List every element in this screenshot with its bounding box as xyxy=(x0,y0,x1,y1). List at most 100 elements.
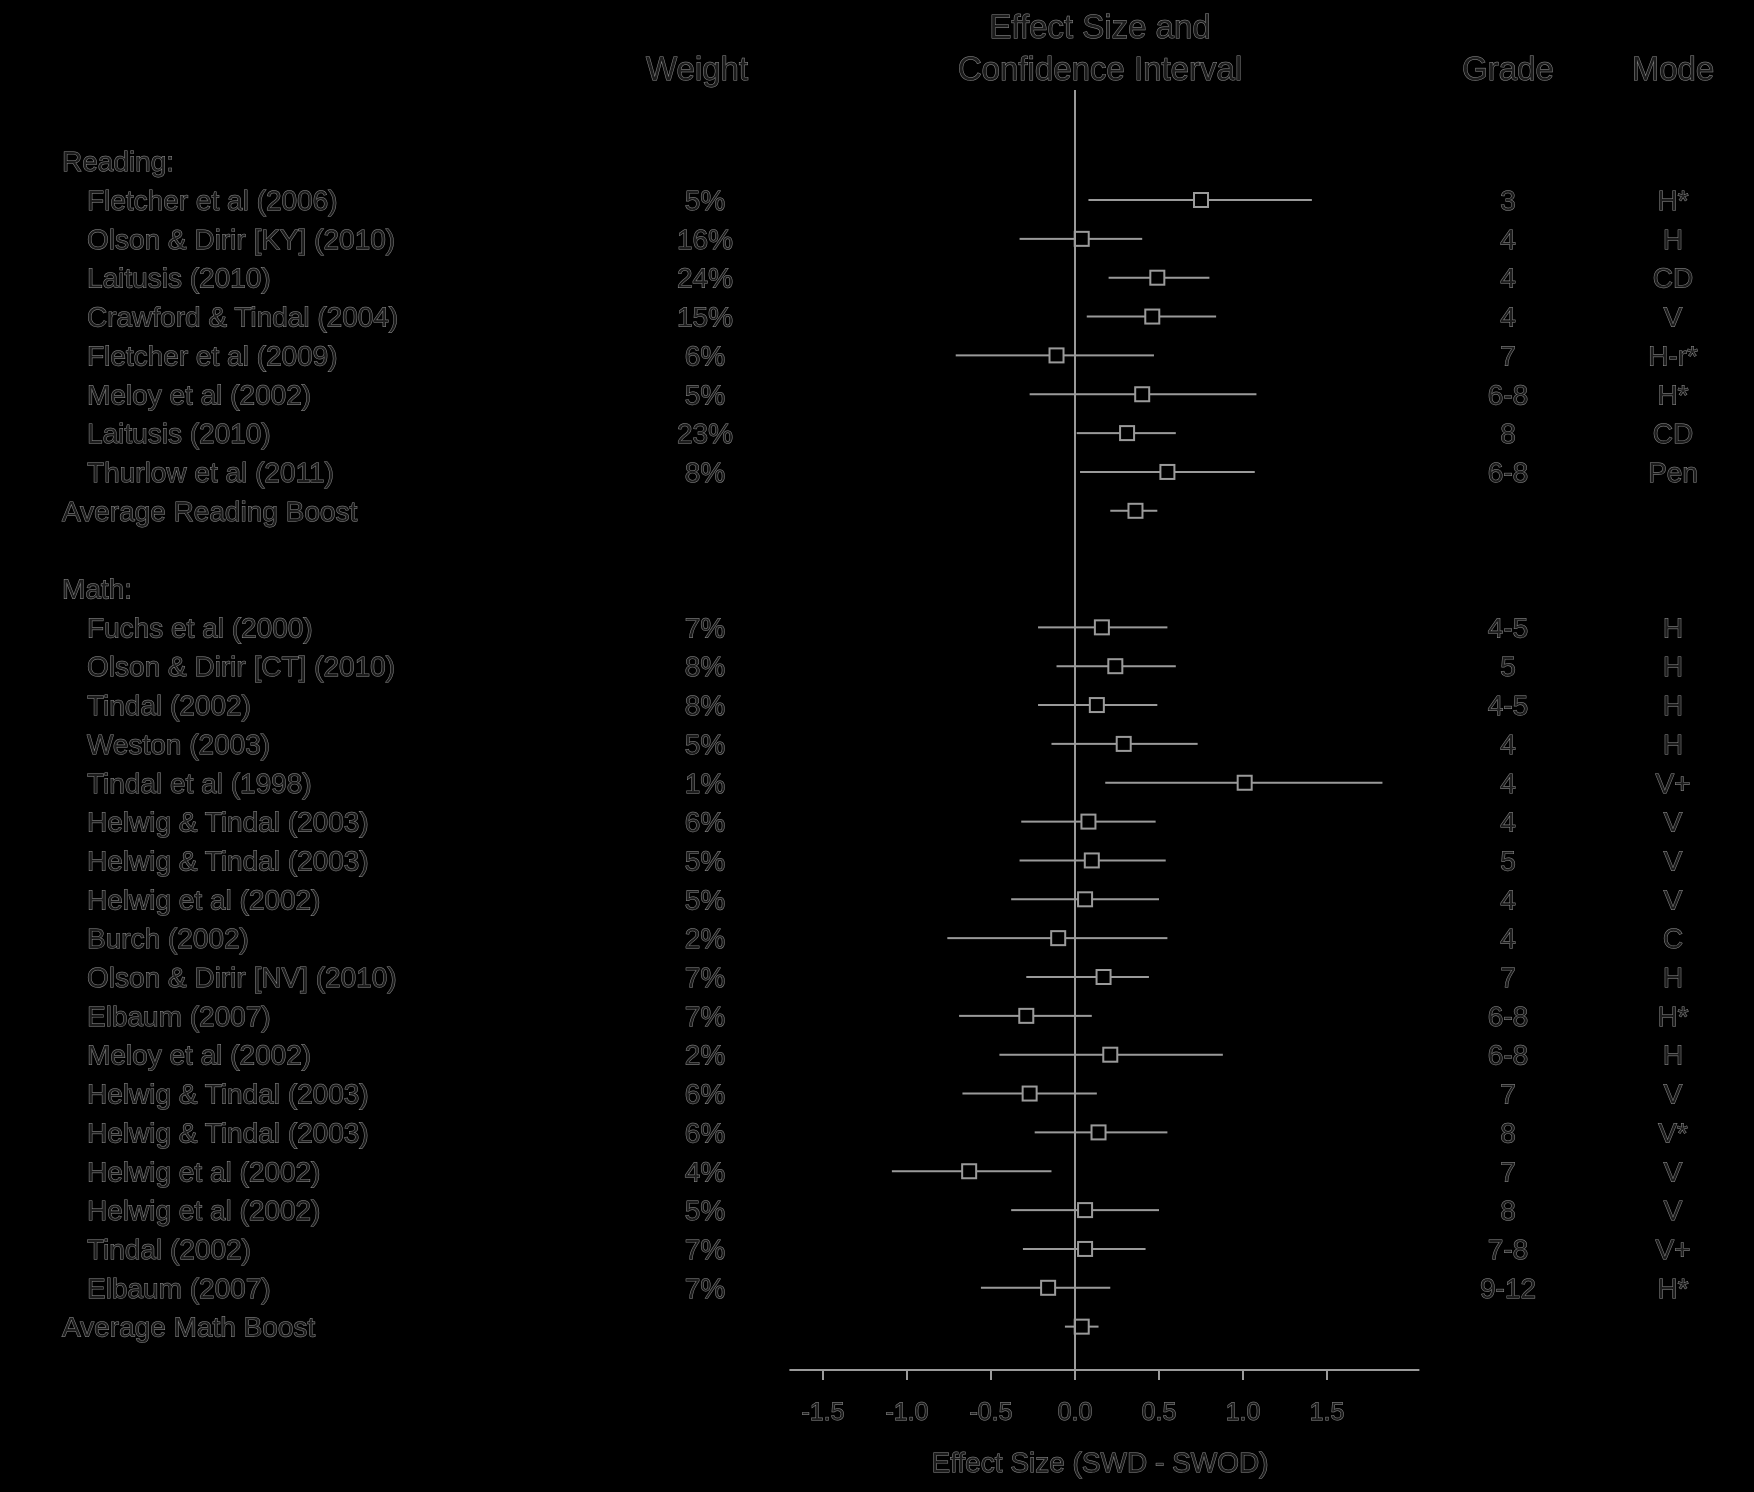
study-name: Laitusis (2010) xyxy=(87,418,271,449)
study-name: Weston (2003) xyxy=(87,729,270,760)
study-mode: H* xyxy=(1657,379,1688,410)
study-weight: 4% xyxy=(685,1156,725,1187)
study-weight: 5% xyxy=(685,884,725,915)
x-tick-label: 0.0 xyxy=(1058,1398,1093,1426)
study-mode: H xyxy=(1663,651,1683,682)
study-grade: 4 xyxy=(1500,263,1516,294)
study-name: Helwig & Tindal (2003) xyxy=(87,1117,369,1148)
study-grade: 8 xyxy=(1500,1195,1516,1226)
study-mode: V* xyxy=(1658,1117,1688,1148)
effect-marker xyxy=(1107,658,1124,675)
study-name: Crawford & Tindal (2004) xyxy=(87,302,398,333)
effect-marker xyxy=(1048,347,1065,364)
group-label: Math: xyxy=(62,574,132,605)
study-grade: 7 xyxy=(1500,962,1516,993)
study-grade: 7 xyxy=(1500,1156,1516,1187)
study-name: Meloy et al (2002) xyxy=(87,379,311,410)
study-weight: 5% xyxy=(685,185,725,216)
study-mode: Pen xyxy=(1648,457,1698,488)
study-grade: 6-8 xyxy=(1488,1001,1528,1032)
study-grade: 4-5 xyxy=(1488,690,1528,721)
study-name: Tindal (2002) xyxy=(87,1234,251,1265)
study-name: Helwig & Tindal (2003) xyxy=(87,845,369,876)
study-name: Meloy et al (2002) xyxy=(87,1040,311,1071)
study-name: Tindal et al (1998) xyxy=(87,768,312,799)
study-rows: Reading: Fletcher et al (2006) 5% 3 H* Olson … xyxy=(62,146,1699,1343)
study-mode: CD xyxy=(1653,418,1693,449)
effect-marker xyxy=(1018,1007,1035,1024)
effect-marker xyxy=(1073,230,1090,247)
study-grade: 7 xyxy=(1500,1079,1516,1110)
study-weight: 5% xyxy=(685,379,725,410)
study-weight: 7% xyxy=(685,1001,725,1032)
effect-marker xyxy=(1080,813,1097,830)
x-tick-label: 1.0 xyxy=(1226,1398,1261,1426)
study-weight: 6% xyxy=(685,340,725,371)
effect-marker xyxy=(1159,463,1176,480)
study-name: Thurlow et al (2011) xyxy=(87,457,334,488)
effect-marker xyxy=(1095,969,1112,985)
x-tick-label: 0.5 xyxy=(1142,1398,1177,1426)
effect-marker xyxy=(1088,697,1105,714)
study-grade: 6-8 xyxy=(1488,457,1528,488)
effect-marker xyxy=(1093,619,1110,636)
study-mode: V xyxy=(1664,1195,1683,1226)
effect-marker xyxy=(1077,891,1094,908)
study-weight: 7% xyxy=(685,612,725,643)
effect-marker xyxy=(1083,852,1100,869)
study-name: Helwig et al (2002) xyxy=(87,1195,320,1226)
effect-marker xyxy=(1144,308,1161,325)
study-weight: 15% xyxy=(677,302,733,333)
study-mode: H* xyxy=(1657,185,1688,216)
study-weight: 2% xyxy=(685,1040,725,1071)
header-effect-line2: Confidence Interval xyxy=(958,50,1242,87)
study-name: Olson & Dirir [KY] (2010) xyxy=(87,224,395,255)
effect-marker xyxy=(1050,930,1067,947)
study-weight: 7% xyxy=(685,1234,725,1265)
study-weight: 2% xyxy=(685,923,725,954)
study-mode: H xyxy=(1663,729,1683,760)
effect-marker xyxy=(1077,1240,1094,1257)
study-mode: H-r* xyxy=(1648,340,1698,371)
study-name: Helwig et al (2002) xyxy=(87,884,320,915)
study-mode: H xyxy=(1663,612,1683,643)
average-label: Average Math Boost xyxy=(62,1312,315,1343)
study-weight: 5% xyxy=(685,845,725,876)
effect-marker xyxy=(1193,192,1209,208)
study-name: Laitusis (2010) xyxy=(87,263,271,294)
x-axis-label: Effect Size (SWD - SWOD) xyxy=(931,1447,1268,1478)
study-weight: 16% xyxy=(677,224,733,255)
effect-marker xyxy=(1119,425,1136,442)
effect-marker xyxy=(1134,386,1151,403)
effect-marker xyxy=(961,1163,978,1180)
study-name: Tindal (2002) xyxy=(87,690,251,721)
study-name: Helwig & Tindal (2003) xyxy=(87,1079,369,1110)
study-mode: C xyxy=(1663,923,1683,954)
study-mode: H* xyxy=(1657,1001,1688,1032)
effect-marker xyxy=(1236,774,1253,791)
effect-marker xyxy=(1102,1046,1119,1063)
study-grade: 7-8 xyxy=(1488,1234,1528,1265)
effect-marker xyxy=(1090,1124,1107,1141)
effect-marker xyxy=(1077,1202,1094,1219)
study-weight: 7% xyxy=(685,962,725,993)
study-grade: 5 xyxy=(1500,651,1516,682)
study-grade: 7 xyxy=(1500,340,1516,371)
study-name: Helwig et al (2002) xyxy=(87,1156,320,1187)
study-grade: 3 xyxy=(1500,185,1516,216)
study-grade: 9-12 xyxy=(1480,1273,1536,1304)
average-marker xyxy=(1073,1318,1090,1335)
study-weight: 24% xyxy=(677,263,733,294)
study-weight: 5% xyxy=(685,729,725,760)
study-grade: 4 xyxy=(1500,768,1516,799)
study-name: Elbaum (2007) xyxy=(87,1001,271,1032)
effect-marker xyxy=(1021,1085,1038,1102)
study-grade: 4 xyxy=(1500,923,1516,954)
study-name: Elbaum (2007) xyxy=(87,1273,271,1304)
study-grade: 6-8 xyxy=(1488,1040,1528,1071)
header-grade: Grade xyxy=(1462,50,1554,87)
x-tick-label: -1.5 xyxy=(801,1398,844,1426)
study-grade: 4 xyxy=(1500,729,1516,760)
study-name: Fletcher et al (2006) xyxy=(87,185,338,216)
study-grade: 8 xyxy=(1500,1117,1516,1148)
